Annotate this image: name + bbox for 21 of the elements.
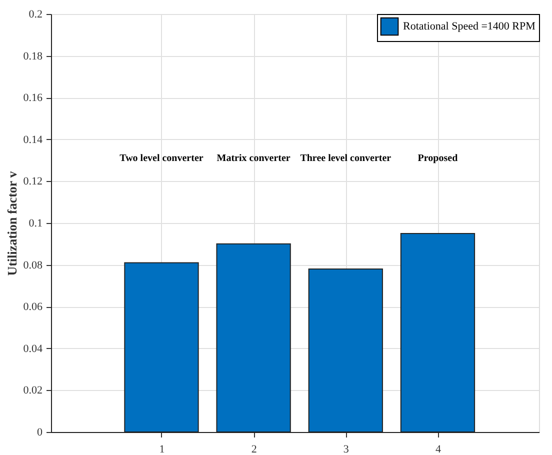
annotation: Matrix converter <box>216 153 291 164</box>
y-tick-label: 0.06 <box>23 301 43 314</box>
annotation: Proposed <box>418 153 458 164</box>
annotation: Two level converter <box>120 153 204 164</box>
y-tick-label: 0.08 <box>23 259 43 272</box>
y-tick-label: 0.12 <box>23 176 42 188</box>
y-axis-title: Utilization factor v <box>4 170 20 276</box>
annotation: Three level converter <box>300 153 392 164</box>
y-tick-label: 0.18 <box>23 50 43 62</box>
x-tick-label: 4 <box>435 444 442 455</box>
x-tick-label: 3 <box>343 444 350 455</box>
x-tick-label: 2 <box>251 444 257 455</box>
y-tick-label: 0 <box>37 426 43 438</box>
x-tick-label: 1 <box>159 444 165 455</box>
y-tick-label: 0.2 <box>28 8 42 20</box>
legend-label: Rotational Speed =1400 RPM <box>403 20 536 32</box>
y-tick-label: 0.14 <box>23 134 43 146</box>
y-tick-label: 0.1 <box>28 218 42 230</box>
y-tick-label: 0.16 <box>23 92 43 104</box>
y-tick-label: 0.04 <box>23 342 43 355</box>
y-tick-label: 0.02 <box>23 384 42 397</box>
